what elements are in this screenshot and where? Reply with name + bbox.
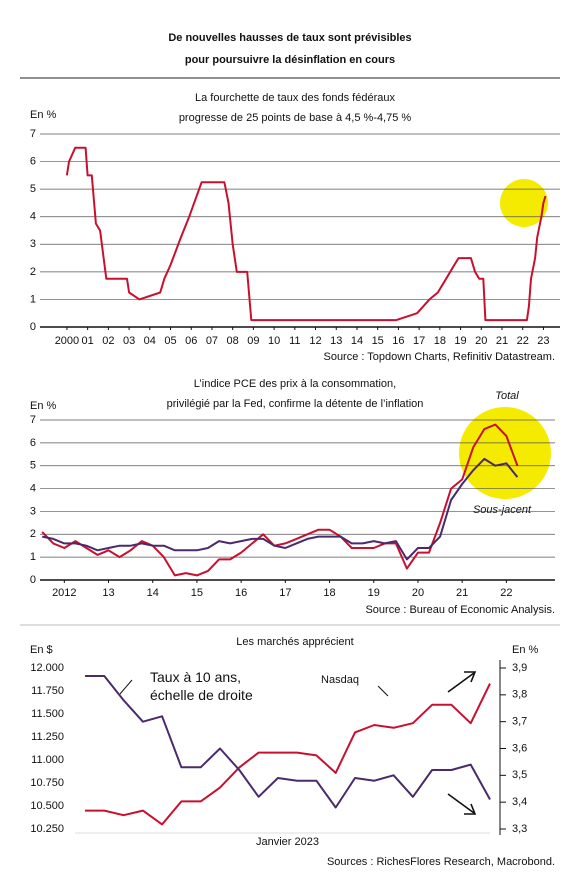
x-tick-label: 22 bbox=[500, 587, 512, 599]
y-tick-label: 10.750 bbox=[30, 777, 64, 789]
source: Source : Bureau of Economic Analysis. bbox=[365, 604, 555, 616]
y-tick-label: 4 bbox=[30, 211, 36, 223]
x-tick-label: 02 bbox=[102, 335, 114, 347]
series-label: Sous-jacent bbox=[473, 504, 532, 516]
y-tick-label: 6 bbox=[30, 155, 36, 167]
y-tick-label: 0 bbox=[30, 574, 36, 586]
series-line bbox=[41, 423, 519, 577]
x-tick-label: 20 bbox=[475, 335, 487, 347]
y-tick-label: 7 bbox=[30, 128, 36, 140]
y2-tick-label: 3,7 bbox=[512, 716, 527, 728]
y2-unit: En % bbox=[512, 644, 539, 656]
x-tick-label: 10 bbox=[268, 335, 280, 347]
x-tick-label: 2000 bbox=[55, 335, 79, 347]
x-tick-label: 14 bbox=[147, 587, 159, 599]
y-tick-label: 10.500 bbox=[30, 800, 64, 812]
y-tick-label: 11.250 bbox=[31, 731, 64, 743]
y-tick-label: 1 bbox=[30, 551, 36, 563]
y-tick-label: 3 bbox=[30, 505, 36, 517]
x-tick-label: 15 bbox=[372, 335, 384, 347]
x-tick-label: 01 bbox=[82, 335, 94, 347]
y-tick-label: 7 bbox=[30, 414, 36, 426]
x-tick-label: 08 bbox=[227, 335, 239, 347]
x-tick-label: 20 bbox=[412, 587, 424, 599]
y2-tick-label: 3,4 bbox=[512, 796, 527, 808]
y-tick-label: 0 bbox=[30, 321, 36, 333]
arrows bbox=[119, 671, 477, 815]
source: Source : Topdown Charts, Refinitiv Datas… bbox=[323, 351, 555, 363]
y-tick-label: 5 bbox=[30, 183, 36, 195]
x-tick-label: 03 bbox=[123, 335, 135, 347]
y-tick-label: 11.750 bbox=[31, 685, 64, 697]
y-tick-label: 11.000 bbox=[31, 754, 64, 766]
y-tick-label: 1 bbox=[30, 293, 36, 305]
x-tick-label: 04 bbox=[144, 335, 156, 347]
y-tick-label: 12.000 bbox=[30, 662, 64, 674]
x-tick-label: 21 bbox=[456, 587, 468, 599]
x-tick-label: 16 bbox=[392, 335, 404, 347]
y-unit: En $ bbox=[30, 644, 53, 656]
x-tick-label: 2012 bbox=[52, 587, 76, 599]
x-tick-label: 14 bbox=[351, 335, 363, 347]
highlight bbox=[459, 407, 551, 499]
x-tick-label: 09 bbox=[247, 335, 259, 347]
y-tick-label: 5 bbox=[30, 460, 36, 472]
y2-tick-label: 3,9 bbox=[512, 662, 527, 674]
y2-tick-label: 3,3 bbox=[512, 823, 527, 835]
chart-title: privilégié par la Fed, confirme la déten… bbox=[167, 398, 424, 410]
x-tick-label: 23 bbox=[537, 335, 549, 347]
x-tick-label: 12 bbox=[309, 335, 321, 347]
page-title: De nouvelles hausses de taux sont prévis… bbox=[168, 32, 411, 44]
y-tick-label: 3 bbox=[30, 238, 36, 250]
chart-title: progresse de 25 points de base à 4,5 %-4… bbox=[179, 112, 412, 124]
source: Sources : RichesFlores Research, Macrobo… bbox=[327, 856, 555, 868]
series-label: Total bbox=[495, 390, 519, 402]
y-tick-label: 6 bbox=[30, 437, 36, 449]
chart-title: La fourchette de taux des fonds fédéraux bbox=[195, 92, 395, 104]
x-tick-label: 11 bbox=[289, 335, 300, 347]
y-tick-label: 4 bbox=[30, 482, 36, 494]
chart-title: Les marchés apprécient bbox=[236, 636, 353, 648]
x-tick-label: 22 bbox=[517, 335, 529, 347]
x-tick-label: 19 bbox=[368, 587, 380, 599]
x-tick-label: 17 bbox=[279, 587, 291, 599]
y2-tick-label: 3,5 bbox=[512, 769, 527, 781]
y2-tick-label: 3,8 bbox=[512, 689, 527, 701]
series-line bbox=[85, 683, 491, 826]
chart-title: L’indice PCE des prix à la consommation, bbox=[194, 378, 396, 390]
series-line bbox=[41, 457, 519, 561]
series-line bbox=[85, 675, 491, 809]
x-tick-label: 13 bbox=[102, 587, 114, 599]
x-tick-label: 15 bbox=[191, 587, 203, 599]
series-label: Nasdaq bbox=[321, 674, 359, 686]
y2-tick-label: 3,6 bbox=[512, 742, 527, 754]
series-label: Taux à 10 ans, échelle de droite bbox=[150, 669, 253, 703]
x-tick-label: 19 bbox=[454, 335, 466, 347]
y-unit: En % bbox=[30, 109, 57, 121]
x-tick-label: 21 bbox=[496, 335, 508, 347]
y-tick-label: 11.500 bbox=[31, 708, 64, 720]
x-axis-label: Janvier 2023 bbox=[256, 836, 319, 848]
y-tick-label: 2 bbox=[30, 266, 36, 278]
highlight bbox=[500, 179, 548, 227]
x-tick-label: 13 bbox=[330, 335, 342, 347]
page-title: pour poursuivre la désinflation en cours bbox=[185, 54, 395, 66]
x-tick-label: 07 bbox=[206, 335, 218, 347]
x-tick-label: 17 bbox=[413, 335, 425, 347]
series-line bbox=[65, 146, 547, 322]
x-tick-label: 18 bbox=[323, 587, 335, 599]
x-tick-label: 18 bbox=[434, 335, 446, 347]
y-tick-label: 10.250 bbox=[30, 823, 64, 835]
y-unit: En % bbox=[30, 400, 57, 412]
x-tick-label: 05 bbox=[164, 335, 176, 347]
x-tick-label: 06 bbox=[185, 335, 197, 347]
y-tick-label: 2 bbox=[30, 528, 36, 540]
x-tick-label: 16 bbox=[235, 587, 247, 599]
